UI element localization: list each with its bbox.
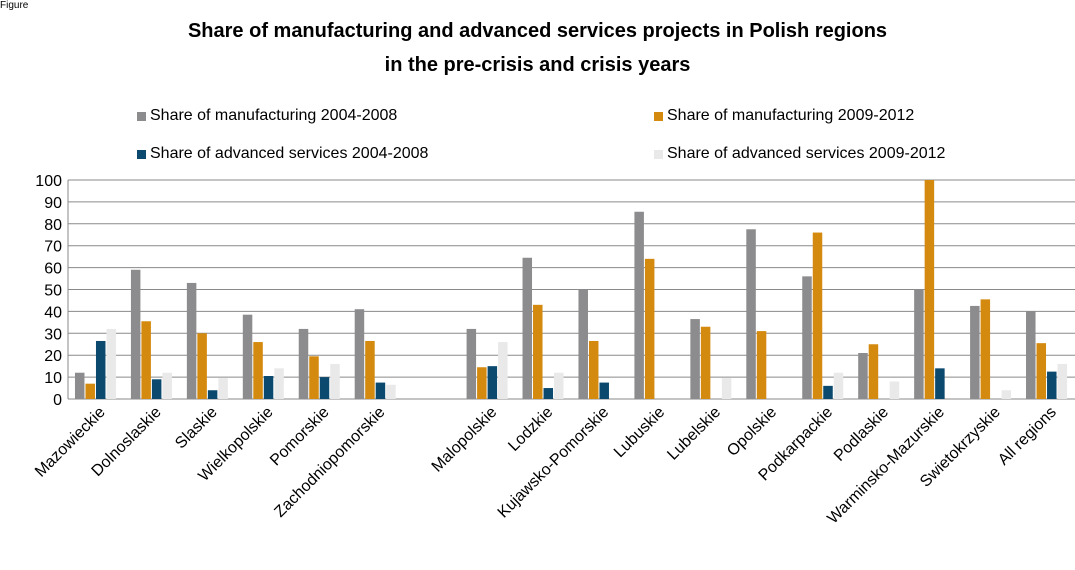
bar-2 <box>1036 343 1047 399</box>
x-tick-label: Malopolskie <box>429 404 501 476</box>
bar-1 <box>130 269 141 399</box>
y-tick-label: 0 <box>53 392 62 409</box>
bar-4 <box>1001 390 1012 399</box>
bar-3 <box>487 366 498 399</box>
bar-2 <box>197 333 207 399</box>
bar-1 <box>242 314 253 399</box>
bar-3 <box>207 390 218 399</box>
bar-2 <box>980 299 991 399</box>
bar-3 <box>543 388 554 399</box>
bar-1 <box>970 305 980 399</box>
bar-1 <box>1026 311 1036 399</box>
bar-4 <box>721 378 732 399</box>
bar-1 <box>298 328 309 399</box>
bar-2 <box>812 232 823 399</box>
legend-item-manufacturing-2009-2012: Share of manufacturing 2009-2012 <box>654 107 914 125</box>
y-tick-label: 90 <box>44 195 62 212</box>
bar-1 <box>914 289 924 399</box>
bar-2 <box>533 304 543 399</box>
x-tick-label: All regions <box>995 404 1060 469</box>
x-tick-label: Lubelskie <box>664 404 724 464</box>
y-tick-label: 80 <box>44 217 62 234</box>
bar-1 <box>74 372 85 399</box>
x-tick-label: Slaskie <box>172 404 221 453</box>
bar-4 <box>833 372 844 399</box>
bar-2 <box>756 331 767 399</box>
legend-label: Share of advanced services 2009-2012 <box>667 145 946 162</box>
bar-3 <box>935 368 945 399</box>
y-tick-label: 60 <box>44 261 62 278</box>
legend-swatch <box>137 149 146 159</box>
bar-3 <box>95 340 106 399</box>
bar-2 <box>141 321 151 399</box>
bar-1 <box>634 211 644 399</box>
bar-1 <box>522 257 533 399</box>
bar-2 <box>477 367 487 399</box>
bar-2 <box>700 326 711 399</box>
y-tick-label: 20 <box>44 348 62 365</box>
x-tick-label: Opolskie <box>724 404 780 460</box>
bar-2 <box>644 258 655 399</box>
x-tick-label: Zachodniopomorskie <box>271 404 388 521</box>
bar-2 <box>85 383 95 399</box>
legend-item-manufacturing-2004-2008: Share of manufacturing 2004-2008 <box>137 107 397 125</box>
y-tick-label: 100 <box>35 173 62 190</box>
x-tick-label: Lodzkie <box>505 404 556 455</box>
legend-swatch <box>654 111 663 121</box>
bar-3 <box>375 382 386 399</box>
bar-1 <box>802 276 812 399</box>
bar-3 <box>151 379 162 399</box>
bar-4 <box>498 342 508 399</box>
legend-swatch <box>654 149 663 159</box>
bar-1 <box>690 319 700 399</box>
y-tick-label: 30 <box>44 326 62 343</box>
bar-1 <box>578 289 588 399</box>
bar-1 <box>354 309 365 399</box>
bar-3 <box>599 382 609 399</box>
bar-3 <box>823 385 833 399</box>
bar-4 <box>218 378 228 399</box>
bar-2 <box>924 180 935 399</box>
legend-label: Share of manufacturing 2009-2012 <box>667 107 915 124</box>
bar-2 <box>868 344 879 399</box>
y-tick-label: 10 <box>44 370 62 387</box>
chart-title-line-1: Share of manufacturing and advanced serv… <box>187 20 888 42</box>
bar-3 <box>263 376 274 399</box>
legend-item-advanced-services-2004-2008: Share of advanced services 2004-2008 <box>137 145 428 163</box>
bar-3 <box>1047 371 1057 399</box>
bar-1 <box>858 353 868 399</box>
chart-title-line-2: in the pre-crisis and crisis years <box>384 54 691 76</box>
bar-4 <box>386 384 396 399</box>
legend-label: Share of advanced services 2004-2008 <box>150 145 429 162</box>
bar-2 <box>588 340 599 399</box>
bar-2 <box>365 340 375 399</box>
bar-4 <box>162 372 172 399</box>
bar-3 <box>319 377 330 399</box>
bar-4 <box>106 328 116 399</box>
x-tick-label: Lubuskie <box>611 404 668 461</box>
x-tick-label: Kujawsko-Pomorskie <box>495 404 613 522</box>
bar-2 <box>253 342 263 399</box>
bar-1 <box>746 229 756 399</box>
bar-1 <box>466 328 477 399</box>
bar-4 <box>330 363 340 399</box>
bar-4 <box>1057 363 1068 399</box>
legend-item-advanced-services-2009-2012: Share of advanced services 2009-2012 <box>654 145 945 163</box>
legend-label: Share of manufacturing 2004-2008 <box>150 107 398 124</box>
y-tick-label: 50 <box>44 283 62 300</box>
bar-4 <box>889 381 900 399</box>
y-tick-label: 70 <box>44 239 62 256</box>
figure-label: Figure <box>0 0 29 11</box>
legend-swatch <box>137 111 146 121</box>
y-tick-label: 40 <box>44 304 62 321</box>
bar-1 <box>186 282 197 399</box>
bar-2 <box>309 356 319 399</box>
bar-4 <box>274 368 284 399</box>
bar-4 <box>554 372 564 399</box>
